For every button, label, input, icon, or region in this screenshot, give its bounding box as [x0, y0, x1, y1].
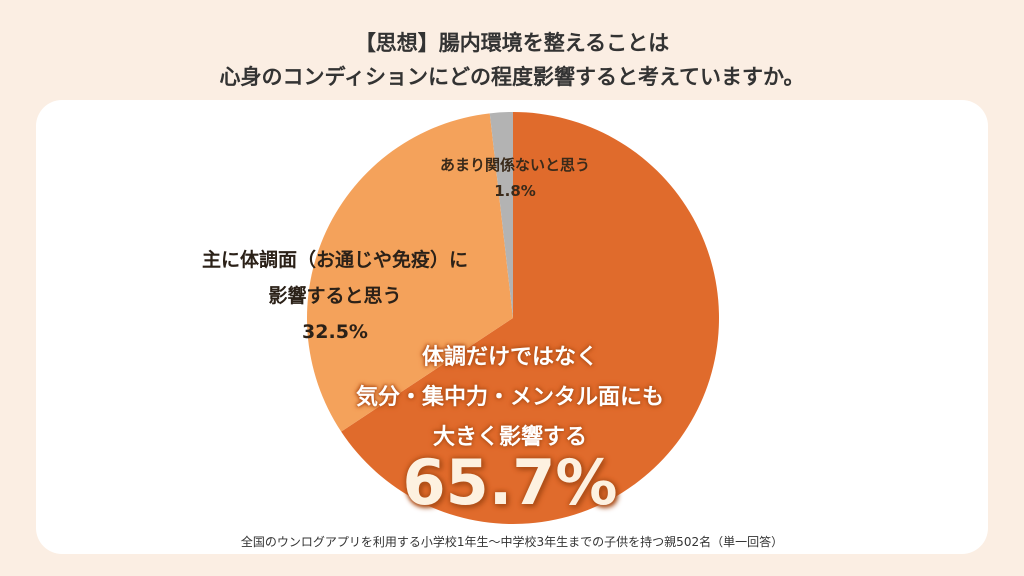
title-line-1: 【思想】腸内環境を整えることは: [354, 31, 670, 55]
slice-label-text: 影響すると思う: [268, 285, 402, 307]
slice-label-text: 体調だけではなく: [421, 345, 598, 370]
slice-label-not-related: あまり関係ないと思う 1.8%: [380, 152, 650, 204]
slice-label-value: 32.5%: [302, 321, 368, 343]
slice-label-physical: 主に体調面（お通じや免疫）に 影響すると思う 32.5%: [140, 242, 530, 350]
pie-slice-physical: [306, 113, 513, 432]
slice-label-text: 大きく影響する: [432, 425, 587, 450]
slice-label-text: 気分・集中力・メンタル面にも: [355, 385, 664, 410]
slice-value-mental: 65.7%: [402, 446, 618, 519]
pie-slice-mental: [341, 112, 719, 524]
slice-label-text: 主に体調面（お通じや免疫）に: [201, 249, 468, 271]
pie-slice-not-related: [489, 112, 513, 318]
footnote: 全国のウンログアプリを利用する小学校1年生〜中学校3年生までの子供を持つ親502…: [240, 535, 784, 549]
slice-label-mental: 体調だけではなく 気分・集中力・メンタル面にも 大きく影響する: [300, 338, 720, 458]
slice-label-text: あまり関係ないと思う: [439, 156, 590, 174]
title-line-2: 心身のコンディションにどの程度影響すると考えていますか。: [219, 65, 805, 89]
chart-title: 【思想】腸内環境を整えることは 心身のコンディションにどの程度影響すると考えてい…: [0, 26, 1024, 94]
slice-label-value: 1.8%: [494, 182, 536, 200]
